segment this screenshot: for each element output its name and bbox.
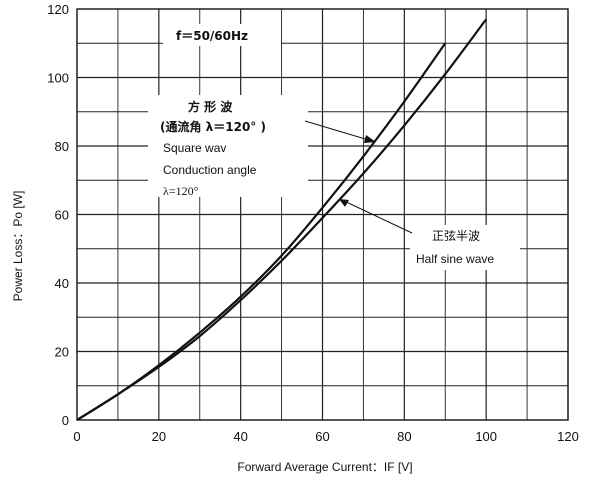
x-tick-label: 20 xyxy=(152,429,166,444)
y-tick-label: 120 xyxy=(47,2,69,17)
y-tick-label: 100 xyxy=(47,71,69,86)
square-angle-jp: (通流角 λ＝120° ) xyxy=(160,119,266,134)
plot-frame xyxy=(76,8,569,421)
x-tick-label: 0 xyxy=(73,429,80,444)
x-tick-label: 80 xyxy=(397,429,411,444)
frequency-label: f＝50/60Hz xyxy=(176,29,248,43)
data-series xyxy=(76,18,488,421)
sine-label-jp: 正弦半波 xyxy=(432,228,480,243)
sine-leader-arrow xyxy=(339,199,349,207)
square-annotation-box xyxy=(148,95,308,197)
x-tick-label: 100 xyxy=(475,429,497,444)
y-tick-label: 80 xyxy=(55,139,69,154)
square-leader-line xyxy=(304,120,373,142)
y-tick-label: 40 xyxy=(55,276,69,291)
lambda-label: λ=120° xyxy=(163,184,199,198)
y-tick-label: 20 xyxy=(55,345,69,360)
sine-label-en: Half sine wave xyxy=(416,252,494,266)
square-label-en: Square wav xyxy=(163,141,226,155)
tick-labels: 0 20 40 60 80 100 120 0 20 40 60 80 100 120 xyxy=(47,2,579,444)
y-tick-label: 60 xyxy=(55,208,69,223)
y-tick-label: 0 xyxy=(62,413,69,428)
half-sine-curve xyxy=(76,18,488,421)
grid-lines xyxy=(76,8,569,421)
sine-leader-line xyxy=(341,199,413,234)
x-tick-label: 60 xyxy=(315,429,329,444)
x-tick-label: 40 xyxy=(233,429,247,444)
square-label-jp: 方 形 波 xyxy=(188,99,233,114)
square-leader-arrow xyxy=(364,135,376,143)
conduction-angle-label: Conduction angle xyxy=(163,163,257,177)
sine-annotation-box xyxy=(410,225,520,270)
y-axis-label: Power Loss：Po [W] xyxy=(11,191,25,302)
frequency-box xyxy=(163,24,281,46)
x-tick-label: 120 xyxy=(557,429,579,444)
x-axis-label: Forward Average Current：IF [V] xyxy=(237,460,412,474)
